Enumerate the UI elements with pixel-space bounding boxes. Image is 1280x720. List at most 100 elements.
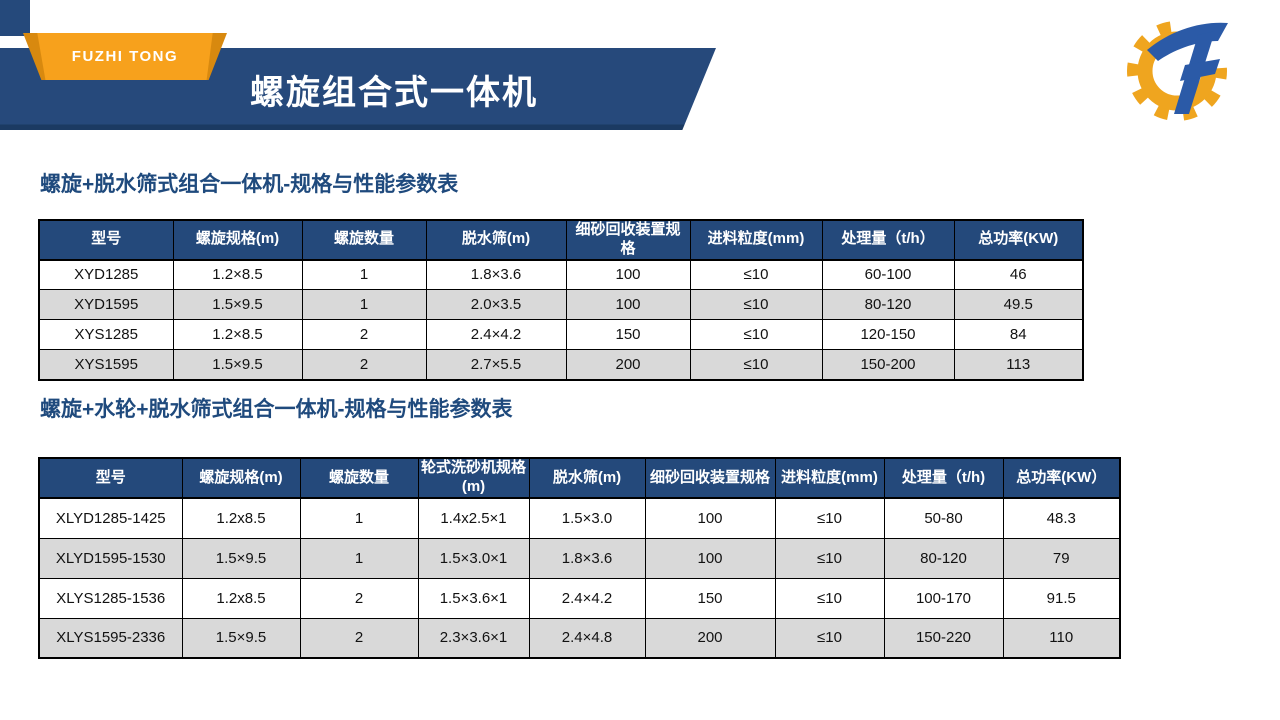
table-cell: ≤10 (689, 349, 823, 380)
column-header: 细砂回收装置规格 (644, 457, 776, 499)
column-header: 处理量（t/h) (883, 457, 1004, 499)
table-cell: 2.3×3.6×1 (417, 617, 530, 659)
table-cell: ≤10 (689, 319, 823, 350)
table-cell: 80-120 (821, 289, 955, 320)
section-heading-spiral-dewatering: 螺旋+脱水筛式组合一体机-规格与性能参数表 (40, 173, 459, 196)
table-row: XLYS1595-2336 1.5×9.5 2 2.3×3.6×1 2.4×4.8 200… (38, 617, 1121, 659)
table-cell: 2.4×4.8 (528, 617, 646, 659)
table-cell: 150 (565, 319, 691, 350)
table-cell: 110 (1002, 617, 1121, 659)
table-cell: 48.3 (1002, 497, 1121, 539)
spec-table-spiral-wheel-dewatering: 型号 螺旋规格(m) 螺旋数量 轮式洗砂机规格(m) 脱水筛(m) 细砂回收装置规格 进料粒… (38, 457, 1121, 659)
table-cell: 2 (301, 319, 427, 350)
table-cell: 1.5×9.5 (172, 289, 303, 320)
table-cell: 1.8×3.6 (425, 259, 567, 290)
table-cell: 80-120 (883, 537, 1004, 579)
table-cell: 120-150 (821, 319, 955, 350)
table-cell: 2.7×5.5 (425, 349, 567, 380)
table-cell: 100 (565, 259, 691, 290)
table-header-row: 型号 螺旋规格(m) 螺旋数量 脱水筛(m) 细砂回收装置规格 进料粒度(mm) 处理量（t… (38, 219, 1084, 261)
column-header: 总功率(KW) (953, 219, 1084, 261)
column-header: 螺旋规格(m) (172, 219, 303, 261)
brand-ribbon: FUZHI TONG (23, 33, 227, 80)
table-cell: 100 (644, 497, 776, 539)
table-cell: XLYS1285-1536 (38, 577, 183, 619)
table-cell: 1 (299, 497, 419, 539)
table-cell: 49.5 (953, 289, 1084, 320)
table-cell: 2 (299, 577, 419, 619)
column-header: 型号 (38, 219, 174, 261)
column-header: 进料粒度(mm) (689, 219, 823, 261)
table-cell: 1.2×8.5 (172, 259, 303, 290)
table-row: XYS1595 1.5×9.5 2 2.7×5.5 200 ≤10 150-200 113 (38, 349, 1084, 380)
table-cell: ≤10 (774, 497, 885, 539)
table-cell: 2.4×4.2 (528, 577, 646, 619)
column-header: 细砂回收装置规格 (565, 219, 691, 261)
table-cell: 84 (953, 319, 1084, 350)
brand-ribbon-face: FUZHI TONG (37, 33, 213, 80)
table-cell: 1.5×3.0×1 (417, 537, 530, 579)
table-cell: 1.5×9.5 (181, 537, 301, 579)
table-cell: ≤10 (689, 259, 823, 290)
table-cell: 2.4×4.2 (425, 319, 567, 350)
column-header: 进料粒度(mm) (774, 457, 885, 499)
table-cell: 1.5×9.5 (172, 349, 303, 380)
table-cell: 1.5×3.6×1 (417, 577, 530, 619)
table-cell: 60-100 (821, 259, 955, 290)
column-header: 螺旋规格(m) (181, 457, 301, 499)
table-cell: 2 (299, 617, 419, 659)
spec-table-spiral-dewatering: 型号 螺旋规格(m) 螺旋数量 脱水筛(m) 细砂回收装置规格 进料粒度(mm) 处理量（t… (38, 219, 1084, 381)
table-cell: 2.0×3.5 (425, 289, 567, 320)
column-header: 脱水筛(m) (528, 457, 646, 499)
table-cell: XYS1285 (38, 319, 174, 350)
column-header: 型号 (38, 457, 183, 499)
table-header-row: 型号 螺旋规格(m) 螺旋数量 轮式洗砂机规格(m) 脱水筛(m) 细砂回收装置规格 进料粒… (38, 457, 1121, 499)
table-cell: 79 (1002, 537, 1121, 579)
table-row: XYD1285 1.2×8.5 1 1.8×3.6 100 ≤10 60-100 46 (38, 259, 1084, 290)
table-row: XLYS1285-1536 1.2x8.5 2 1.5×3.6×1 2.4×4.2 150… (38, 577, 1121, 619)
table-cell: XLYD1595-1530 (38, 537, 183, 579)
column-header: 轮式洗砂机规格(m) (417, 457, 530, 499)
table-cell: 1.2×8.5 (172, 319, 303, 350)
table-row: XLYD1285-1425 1.2x8.5 1 1.4x2.5×1 1.5×3.0 100… (38, 497, 1121, 539)
table-cell: 1 (301, 289, 427, 320)
table-cell: 46 (953, 259, 1084, 290)
column-header: 螺旋数量 (299, 457, 419, 499)
table-cell: XYD1595 (38, 289, 174, 320)
table-cell: 1.5×9.5 (181, 617, 301, 659)
table-cell: 100 (644, 537, 776, 579)
table-cell: 50-80 (883, 497, 1004, 539)
corner-accent-block (0, 0, 30, 36)
table-cell: 150-200 (821, 349, 955, 380)
brand-logo (1125, 0, 1253, 126)
table-cell: 150 (644, 577, 776, 619)
table-cell: 200 (565, 349, 691, 380)
table-cell: 150-220 (883, 617, 1004, 659)
gear-f-icon (1127, 0, 1253, 121)
table-cell: 100 (565, 289, 691, 320)
table-cell: 100-170 (883, 577, 1004, 619)
table-cell: 1.2x8.5 (181, 497, 301, 539)
table-cell: 1.8×3.6 (528, 537, 646, 579)
table-cell: ≤10 (774, 617, 885, 659)
table-cell: 1.5×3.0 (528, 497, 646, 539)
table-cell: 1 (299, 537, 419, 579)
column-header: 脱水筛(m) (425, 219, 567, 261)
brand-name: FUZHI TONG (71, 48, 179, 65)
table-cell: 1.4x2.5×1 (417, 497, 530, 539)
table-cell: ≤10 (774, 577, 885, 619)
table-row: XYS1285 1.2×8.5 2 2.4×4.2 150 ≤10 120-150 84 (38, 319, 1084, 350)
table-row: XLYD1595-1530 1.5×9.5 1 1.5×3.0×1 1.8×3.6 100… (38, 537, 1121, 579)
table-cell: 91.5 (1002, 577, 1121, 619)
column-header: 螺旋数量 (301, 219, 427, 261)
table-row: XYD1595 1.5×9.5 1 2.0×3.5 100 ≤10 80-120 49.5 (38, 289, 1084, 320)
table-cell: ≤10 (689, 289, 823, 320)
table-cell: 1.2x8.5 (181, 577, 301, 619)
table-cell: ≤10 (774, 537, 885, 579)
column-header: 总功率(KW） (1002, 457, 1121, 499)
table-cell: 113 (953, 349, 1084, 380)
title-banner: 螺旋组合式一体机 (0, 48, 716, 130)
column-header: 处理量（t/h） (821, 219, 955, 261)
section-heading-spiral-wheel-dewatering: 螺旋+水轮+脱水筛式组合一体机-规格与性能参数表 (40, 398, 513, 421)
page-title: 螺旋组合式一体机 (250, 73, 538, 112)
